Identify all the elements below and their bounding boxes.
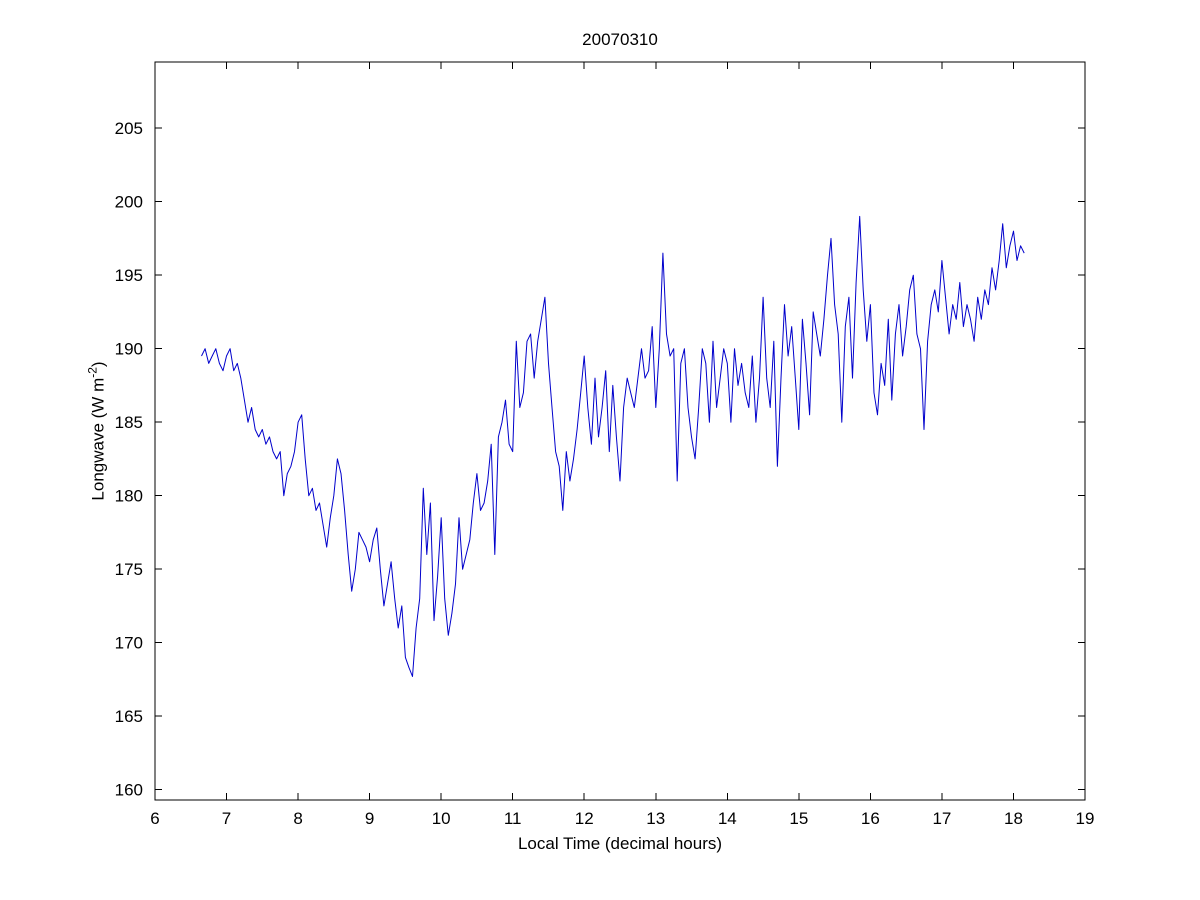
svg-text:7: 7 — [222, 809, 231, 828]
svg-text:190: 190 — [115, 340, 143, 359]
svg-text:160: 160 — [115, 781, 143, 800]
svg-text:195: 195 — [115, 266, 143, 285]
svg-text:18: 18 — [1004, 809, 1023, 828]
svg-text:180: 180 — [115, 487, 143, 506]
svg-text:12: 12 — [575, 809, 594, 828]
y-axis-label: Longwave (W m-2) — [86, 361, 109, 500]
svg-text:11: 11 — [504, 809, 522, 828]
svg-text:6: 6 — [150, 809, 159, 828]
svg-text:165: 165 — [115, 707, 143, 726]
svg-text:19: 19 — [1076, 809, 1095, 828]
x-axis-label: Local Time (decimal hours) — [517, 834, 723, 853]
svg-text:14: 14 — [718, 809, 737, 828]
y-axis-label-exponent: -2 — [85, 367, 100, 378]
svg-text:16: 16 — [861, 809, 880, 828]
svg-text:15: 15 — [789, 809, 808, 828]
svg-text:9: 9 — [365, 809, 374, 828]
svg-text:200: 200 — [115, 193, 143, 212]
svg-text:13: 13 — [646, 809, 665, 828]
svg-text:8: 8 — [293, 809, 302, 828]
svg-text:185: 185 — [115, 413, 143, 432]
svg-text:170: 170 — [115, 634, 143, 653]
chart-title: 20070310 — [582, 30, 658, 49]
svg-text:205: 205 — [115, 119, 143, 138]
y-axis-label-main: Longwave (W m — [88, 377, 108, 501]
svg-text:10: 10 — [432, 809, 451, 828]
y-axis-label-close: ) — [88, 361, 108, 368]
svg-text:17: 17 — [932, 809, 951, 828]
svg-text:175: 175 — [115, 560, 143, 579]
